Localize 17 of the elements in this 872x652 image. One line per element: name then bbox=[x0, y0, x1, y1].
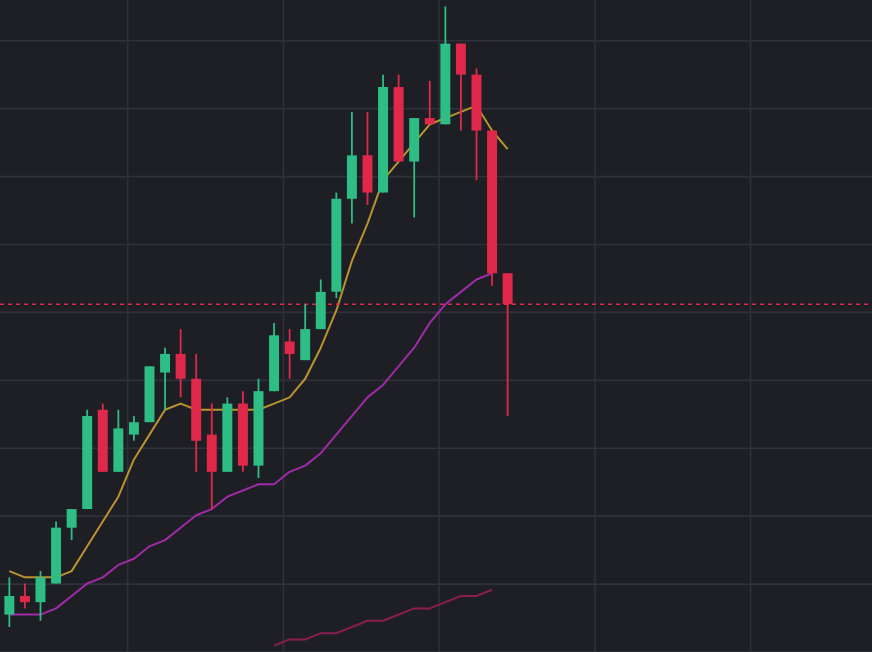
candlestick bbox=[113, 408, 124, 473]
candlestick bbox=[409, 117, 420, 219]
candlestick bbox=[160, 346, 171, 411]
candlestick bbox=[362, 110, 373, 206]
candlestick bbox=[206, 402, 217, 510]
candlestick bbox=[128, 415, 139, 442]
candlestick bbox=[424, 79, 435, 126]
candlestick bbox=[175, 328, 186, 399]
candlestick bbox=[284, 328, 295, 380]
candlestick bbox=[346, 110, 357, 225]
candlestick bbox=[19, 582, 30, 610]
candlestick bbox=[315, 278, 326, 330]
candlestick bbox=[300, 303, 311, 362]
candlestick bbox=[455, 42, 466, 132]
candlestick bbox=[66, 508, 77, 541]
candlestick bbox=[35, 570, 46, 622]
candlestick bbox=[4, 576, 15, 628]
